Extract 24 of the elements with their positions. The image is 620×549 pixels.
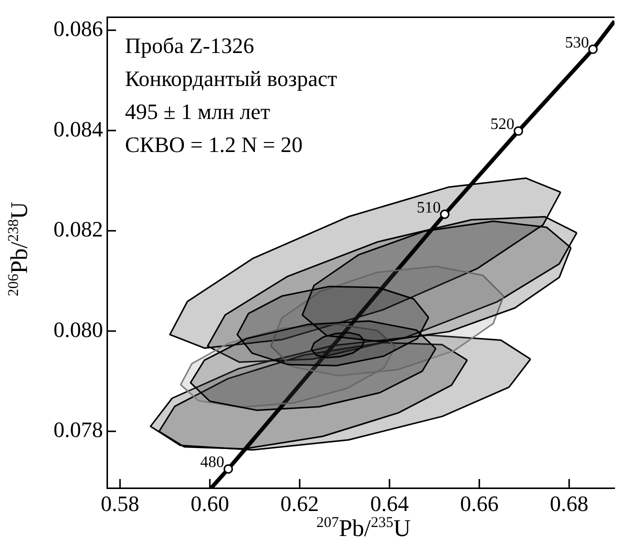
y-tick-label: 0.078 [54, 417, 103, 442]
point [588, 44, 598, 54]
point [514, 126, 524, 136]
annotation: 480 [200, 454, 224, 472]
annotation: 520 [490, 116, 514, 134]
y-tick-label: 0.084 [54, 116, 103, 142]
y-tick-label: 0.086 [54, 16, 103, 42]
point [224, 464, 234, 474]
annotation: 530 [564, 34, 589, 52]
x-tick-label: 0.64 [370, 490, 409, 516]
x-axis-title: $^{207}$Pb/$^{235}$U [315, 515, 412, 543]
point [440, 209, 450, 219]
y-tick-label: 0.080 [54, 316, 103, 342]
annotation: Проба Z-1326 [125, 33, 254, 58]
x-tick-label: 0.66 [460, 490, 499, 516]
annotation: СКВО = 1.2 N = 20 [125, 132, 303, 158]
y-tick-label: 0.082 [54, 216, 103, 242]
x-tick-label: 0.68 [550, 490, 588, 516]
annotation: Конкордантый возраст [125, 66, 338, 92]
x-tick-label: 0.60 [190, 490, 230, 516]
x-tick-label: 0.58 [100, 490, 140, 516]
x-tick-label: 0.62 [280, 490, 319, 516]
annotation: 510 [416, 199, 441, 216]
annotation: 495 ± 1 млн лет [125, 99, 270, 124]
